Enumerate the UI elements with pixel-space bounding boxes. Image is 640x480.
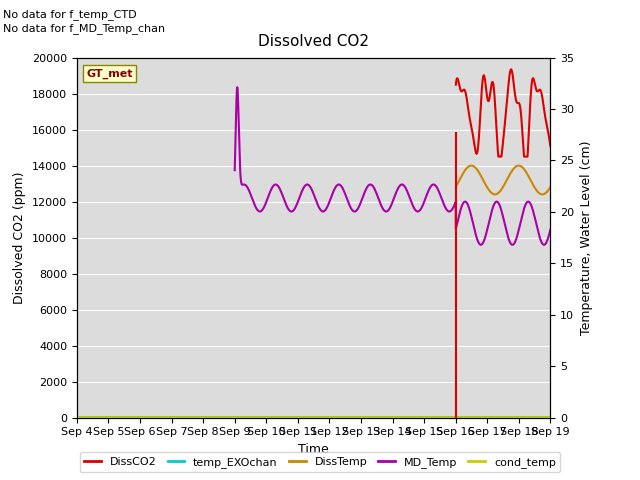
Legend: DissCO2, temp_EXOchan, DissTemp, MD_Temp, cond_temp: DissCO2, temp_EXOchan, DissTemp, MD_Temp…	[80, 452, 560, 472]
Y-axis label: Temperature, Water Level (cm): Temperature, Water Level (cm)	[580, 140, 593, 335]
Y-axis label: Dissolved CO2 (ppm): Dissolved CO2 (ppm)	[13, 171, 26, 304]
Text: GT_met: GT_met	[86, 68, 132, 79]
Text: No data for f_temp_CTD: No data for f_temp_CTD	[3, 9, 137, 20]
X-axis label: Time: Time	[298, 443, 329, 456]
Text: No data for f_MD_Temp_chan: No data for f_MD_Temp_chan	[3, 23, 165, 34]
Title: Dissolved CO2: Dissolved CO2	[258, 35, 369, 49]
